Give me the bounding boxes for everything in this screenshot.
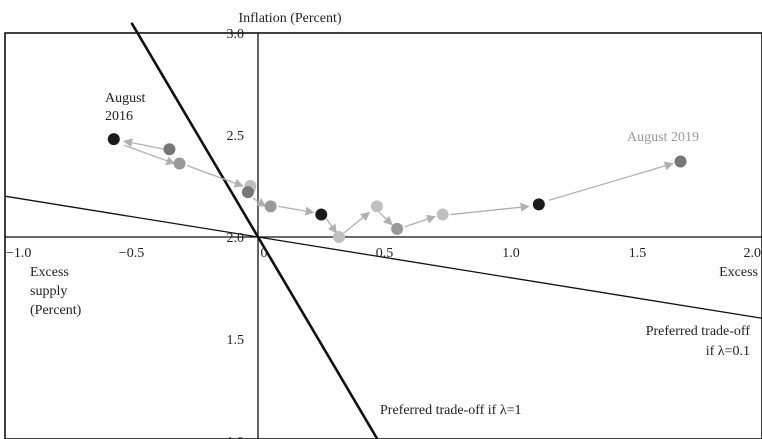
data-point xyxy=(532,198,545,211)
x-tick-label: 0.5 xyxy=(376,246,394,261)
trajectory-arrow xyxy=(450,202,530,216)
x-axis-label-right: Excess xyxy=(719,265,758,280)
annotation-trade-off-lambda-1: Preferred trade-off if λ=1 xyxy=(380,403,522,418)
data-point xyxy=(315,208,328,221)
y-tick-label: 3.0 xyxy=(227,27,245,42)
x-tick-label: −0.5 xyxy=(119,246,144,261)
annotation-2016: 2016 xyxy=(105,109,133,124)
x-axis-label-left-3: (Percent) xyxy=(30,303,82,318)
data-point xyxy=(241,186,254,199)
annotation-trade-off-lambda-01-line1: Preferred trade-off xyxy=(646,324,751,339)
x-tick-label: 2.0 xyxy=(744,246,762,261)
y-tick-label: 2.5 xyxy=(227,129,245,144)
y-tick-label: 1.0 xyxy=(227,435,245,439)
x-axis-label-left-1: Excess xyxy=(30,265,69,280)
trajectory-arrow xyxy=(343,211,371,234)
trajectory-arrow xyxy=(278,205,315,216)
y-tick-label: 1.5 xyxy=(227,333,245,348)
data-point xyxy=(264,200,277,213)
trajectory-arrow xyxy=(252,197,267,207)
trajectory-arrow xyxy=(548,161,674,201)
data-point xyxy=(674,155,687,168)
x-tick-label: 0 xyxy=(261,246,268,261)
plot-frame xyxy=(4,32,762,439)
data-points xyxy=(107,133,687,243)
trade-off-lines xyxy=(4,22,762,439)
trajectory-arrow xyxy=(378,212,393,226)
x-tick-label: 1.5 xyxy=(629,246,647,261)
trajectory-arrow xyxy=(186,164,244,188)
data-point xyxy=(332,231,345,243)
data-point xyxy=(173,157,186,170)
x-tick-label: 1.0 xyxy=(502,246,520,261)
axes xyxy=(4,32,762,439)
trajectory-arrow xyxy=(123,144,176,166)
data-point xyxy=(107,133,120,146)
data-point xyxy=(370,200,383,213)
annotation-august-2019: August 2019 xyxy=(627,130,699,145)
trade-off-line-2 xyxy=(4,195,762,319)
data-point xyxy=(391,222,404,235)
y-tick-label: 2.0 xyxy=(227,231,245,246)
x-axis-label-left-2: supply xyxy=(30,284,67,299)
tick-labels: −1.0 −0.5 0 0.5 1.0 1.5 2.0 1.0 1.5 2.0 2.5 3.0 xyxy=(6,27,761,439)
annotation-trade-off-lambda-01-line2: if λ=0.1 xyxy=(706,344,750,359)
annotation-august: August xyxy=(105,91,146,106)
y-axis-title: Inflation (Percent) xyxy=(238,11,341,26)
trajectory-arrow xyxy=(325,218,337,234)
trajectory-arrow xyxy=(123,138,165,150)
data-point xyxy=(436,208,449,221)
trajectory-arrow xyxy=(404,214,436,228)
arrows xyxy=(123,138,674,234)
data-point xyxy=(163,143,176,156)
x-tick-label: −1.0 xyxy=(6,246,31,261)
